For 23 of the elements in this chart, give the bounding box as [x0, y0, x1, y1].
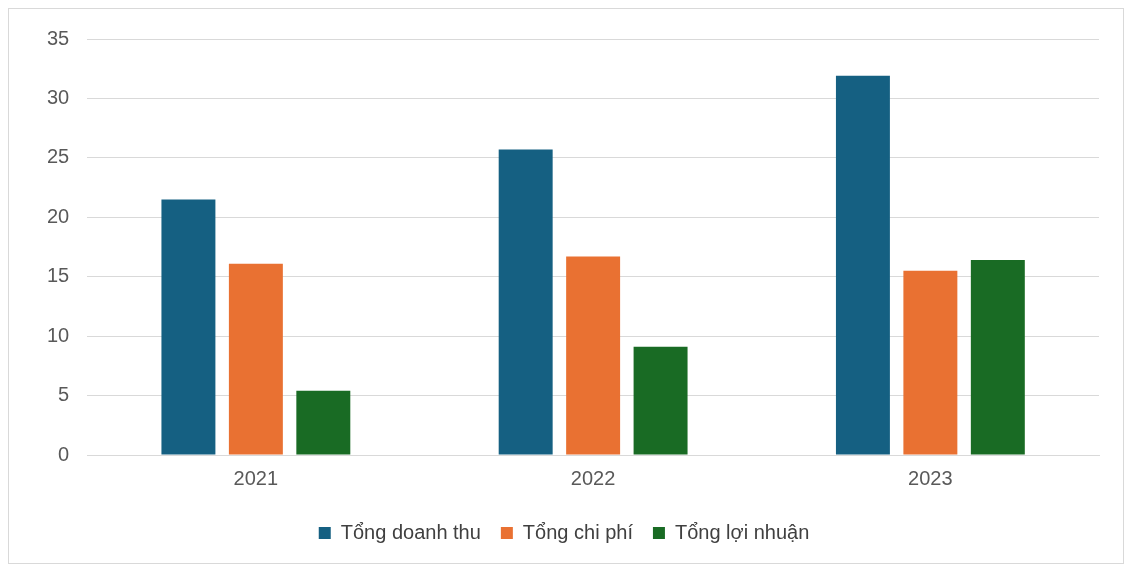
x-tick-label: 2022	[570, 466, 616, 489]
bar	[161, 199, 216, 455]
bar	[498, 149, 553, 455]
bar	[903, 270, 958, 455]
y-tick-label: 15	[47, 264, 70, 287]
y-tick-label: 20	[47, 204, 70, 227]
bar	[566, 256, 621, 455]
y-tick-label: 10	[47, 323, 70, 346]
legend-label: Tổng doanh thu	[340, 520, 481, 543]
bar	[970, 260, 1025, 455]
x-tick-label: 2021	[233, 466, 279, 489]
legend-label: Tổng lợi nhuận	[674, 520, 810, 543]
y-tick-label: 30	[47, 85, 70, 108]
bar	[296, 390, 351, 455]
bar	[835, 75, 890, 455]
y-tick-label: 35	[47, 26, 70, 49]
y-tick-label: 5	[58, 383, 70, 406]
bar	[228, 263, 283, 455]
bar	[633, 346, 688, 455]
x-tick-label: 2023	[908, 466, 953, 489]
y-tick-label: 0	[58, 442, 70, 465]
y-tick-label: 25	[47, 145, 70, 168]
legend-label: Tổng chi phí	[522, 520, 634, 543]
